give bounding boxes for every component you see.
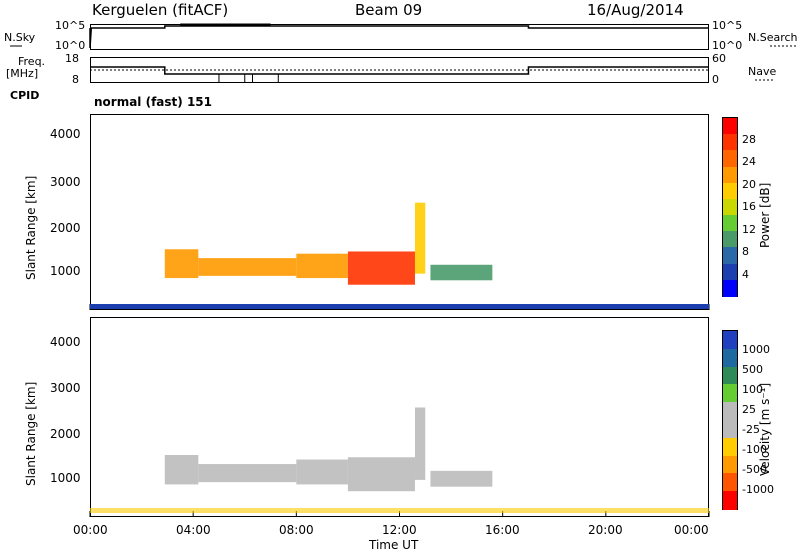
freq-label: Freq. (18, 55, 46, 68)
xtick-2: 08:00 (279, 523, 314, 537)
power-colorbar-segment-3 (723, 166, 737, 184)
xtick-3: 12:00 (382, 523, 417, 537)
nsky-tick-top: 10^5 (55, 19, 86, 32)
power-colorbar-segment-0 (723, 118, 737, 136)
power-colorbar-tick-4: 12 (742, 222, 756, 236)
velocity-colorbar-tick-5: -100 (742, 443, 767, 456)
beam-title: Beam 09 (355, 1, 423, 19)
velocity-band-3 (347, 457, 415, 492)
velocity-ytick-4000: 4000 (50, 335, 81, 349)
power-colorbar-segment-8 (723, 247, 737, 265)
velocity-colorbar-tick-7: -1000 (742, 483, 774, 496)
power-band-2 (296, 253, 348, 279)
power-colorbar-segment-6 (723, 215, 737, 233)
xtick-6: 00:00 (674, 523, 709, 537)
power-near-range-strip (90, 304, 709, 309)
power-colorbar-segment-2 (723, 150, 737, 168)
nave-tick-top: 60 (712, 52, 726, 65)
velocity-colorbar-tick-6: -500 (742, 463, 767, 476)
velocity-ylabel: Slant Range [km] (24, 381, 38, 486)
power-ytick-3000: 3000 (50, 175, 81, 189)
velocity-colorbar-segment-9 (723, 491, 737, 510)
nsearch-tick-bottom: 10^0 (712, 39, 743, 52)
power-band-5 (430, 264, 493, 281)
freq-tick-bottom: 8 (72, 73, 79, 86)
velocity-colorbar (722, 330, 738, 510)
nsky-line (89, 25, 709, 49)
xtick-5: 20:00 (588, 523, 623, 537)
power-colorbar-tick-5: 8 (742, 245, 749, 258)
power-colorbar-segment-7 (723, 231, 737, 249)
power-colorbar-tick-3: 16 (742, 200, 756, 213)
velocity-colorbar-segment-3 (723, 384, 737, 404)
xtick-4: 16:00 (485, 523, 520, 537)
velocity-colorbar-segment-2 (723, 366, 737, 386)
power-ytick-2000: 2000 (50, 221, 81, 235)
velocity-colorbar-segment-8 (723, 473, 737, 493)
power-ytick-4000: 4000 (50, 127, 81, 141)
power-colorbar-tick-1: 24 (742, 155, 756, 168)
nave-tick-bottom: 0 (712, 73, 719, 86)
power-colorbar (722, 117, 738, 297)
power-colorbar-label: Power [dB] (758, 182, 772, 248)
nsky-tick-bottom: 10^0 (55, 39, 86, 52)
velocity-band-1 (198, 464, 297, 483)
cpid-label: CPID (10, 89, 40, 102)
velocity-band-4 (414, 407, 426, 480)
velocity-near-range-strip (90, 508, 709, 513)
velocity-colorbar-segment-6 (723, 437, 737, 457)
velocity-band-5 (430, 470, 493, 487)
station-title: Kerguelen (fitACF) (92, 1, 229, 19)
velocity-colorbar-segment-5 (723, 420, 737, 439)
velocity-band-2 (296, 459, 348, 485)
freq-unit: [MHz] (6, 67, 39, 80)
power-band-4 (414, 202, 426, 274)
power-ytick-1000: 1000 (50, 264, 81, 278)
nsky-label: N.Sky (4, 31, 36, 44)
power-colorbar-tick-0: 28 (742, 132, 756, 146)
xtick-1: 04:00 (176, 523, 211, 537)
velocity-colorbar-tick-0: 1000 (742, 343, 770, 356)
velocity-colorbar-segment-0 (723, 331, 737, 350)
xtick-0: 00:00 (73, 523, 108, 537)
velocity-colorbar-segment-1 (723, 348, 737, 368)
velocity-ytick-3000: 3000 (50, 381, 81, 395)
power-colorbar-segment-4 (723, 182, 737, 200)
freq-tick-top: 18 (65, 52, 79, 65)
nave-label: Nave (748, 65, 777, 78)
nsearch-tick-top: 10^5 (712, 19, 743, 32)
power-colorbar-segment-5 (723, 198, 737, 216)
date-title: 16/Aug/2014 (587, 1, 684, 19)
power-band-0 (164, 249, 199, 279)
power-colorbar-tick-6: 4 (742, 267, 749, 281)
cpid-text: normal (fast) 151 (94, 95, 212, 109)
velocity-colorbar-tick-3: 25 (742, 403, 756, 416)
power-colorbar-segment-10 (723, 279, 737, 297)
velocity-colorbar-tick-4: -25 (742, 423, 760, 436)
power-colorbar-segment-1 (723, 134, 737, 152)
velocity-colorbar-segment-7 (723, 455, 737, 475)
velocity-colorbar-tick-2: 100 (742, 383, 763, 396)
xaxis-label: Time UT (369, 538, 419, 552)
power-colorbar-tick-2: 20 (742, 177, 756, 191)
velocity-ytick-2000: 2000 (50, 427, 81, 441)
power-band-3 (347, 251, 415, 285)
nsearch-label: N.Search (748, 31, 798, 44)
power-colorbar-segment-9 (723, 263, 737, 281)
power-band-1 (198, 258, 297, 276)
velocity-colorbar-segment-4 (723, 402, 737, 421)
power-ylabel: Slant Range [km] (24, 175, 38, 280)
freq-line (90, 66, 709, 75)
velocity-colorbar-tick-1: 500 (742, 363, 763, 376)
velocity-ytick-1000: 1000 (50, 471, 81, 485)
velocity-band-0 (164, 455, 199, 485)
